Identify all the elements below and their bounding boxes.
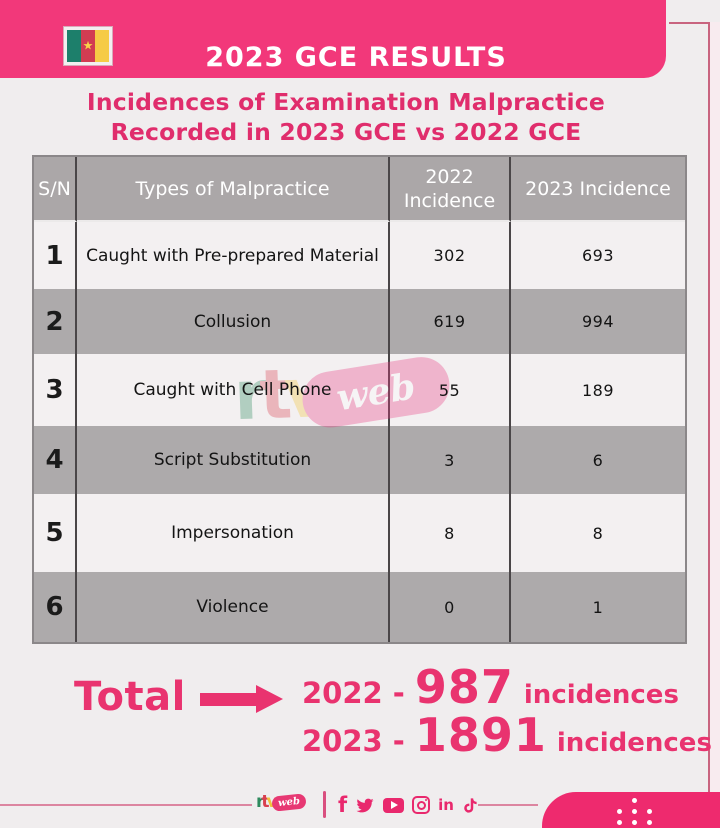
- flag-red-stripe: ★: [81, 30, 95, 62]
- youtube-icon[interactable]: [383, 797, 405, 813]
- total-2023-unit: incidences: [556, 728, 712, 758]
- row6-2023-value: 1: [511, 572, 685, 642]
- row5-sn: 5: [34, 494, 77, 572]
- row4-type: Script Substitution: [77, 426, 390, 494]
- row1-2023-value: 693: [511, 222, 685, 289]
- row3-type: Caught with Cell Phone: [77, 354, 390, 426]
- linkedin-icon[interactable]: in: [438, 795, 454, 814]
- footer-right-line: [478, 804, 538, 806]
- total-2023-line: 2023 - 1891 incidences: [302, 708, 712, 762]
- row6-sn: 6: [34, 572, 77, 642]
- star-icon: ★: [82, 38, 94, 53]
- instagram-icon[interactable]: [412, 796, 431, 814]
- logo-web-badge: web: [270, 793, 307, 812]
- total-2023-value: 1891: [414, 708, 547, 762]
- row3-2023-value: 189: [511, 354, 685, 426]
- social-icons: f in: [338, 792, 479, 818]
- accent-border-line: [669, 22, 710, 828]
- subtitle-line-1: Incidences of Examination Malpractice: [86, 88, 606, 116]
- cameroon-flag-icon: ★: [64, 27, 112, 65]
- row5-2023-value: 8: [511, 494, 685, 572]
- arrow-right-icon: [200, 684, 284, 714]
- total-2023-year: 2023 -: [302, 724, 405, 758]
- footer-left-line: [0, 804, 252, 806]
- tiktok-icon[interactable]: [462, 796, 479, 815]
- total-label: Total: [74, 674, 186, 720]
- footer-divider: [323, 791, 326, 818]
- flag-yellow-stripe: [95, 30, 109, 62]
- subtitle-line-2: Recorded in 2023 GCE vs 2022 GCE: [110, 118, 582, 146]
- row6-2022-value: 0: [390, 572, 511, 642]
- row2-type: Collusion: [77, 289, 390, 354]
- page-title: 2023 GCE RESULTS: [205, 41, 507, 73]
- row4-2022-value: 3: [390, 426, 511, 494]
- row3-sn: 3: [34, 354, 77, 426]
- row2-2023-value: 994: [511, 289, 685, 354]
- malpractice-table: S/N Types of Malpractice 2022 Incidence …: [32, 155, 687, 644]
- row1-sn: 1: [34, 222, 77, 289]
- row3-2022-value: 55: [390, 354, 511, 426]
- dot-grid-icon: [612, 795, 657, 828]
- corner-accent-shape: [542, 792, 720, 828]
- table-header-2023: 2023 Incidence: [511, 157, 685, 222]
- total-2022-unit: incidences: [523, 680, 679, 710]
- header-banner: ★ 2023 GCE RESULTS: [0, 0, 666, 78]
- table-header-2022: 2022 Incidence: [390, 157, 511, 222]
- row2-sn: 2: [34, 289, 77, 354]
- total-2022-value: 987: [414, 660, 514, 714]
- row4-2023-value: 6: [511, 426, 685, 494]
- footer-logo: r t v web: [256, 792, 307, 812]
- total-2022-year: 2022 -: [302, 676, 405, 710]
- logo-web-text: web: [277, 795, 301, 809]
- logo-letter-t: t: [261, 792, 270, 812]
- facebook-icon[interactable]: f: [338, 792, 348, 817]
- subtitle: Incidences of Examination Malpractice Re…: [0, 87, 692, 147]
- row5-type: Impersonation: [77, 494, 390, 572]
- right-edge-strip: [710, 22, 720, 828]
- logo-letter-r: r: [256, 792, 265, 812]
- table-header-type: Types of Malpractice: [77, 157, 390, 222]
- total-2022-line: 2022 - 987 incidences: [302, 660, 679, 714]
- row5-2022-value: 8: [390, 494, 511, 572]
- table-header-sn: S/N: [34, 157, 77, 222]
- flag-green-stripe: [67, 30, 81, 62]
- row6-type: Violence: [77, 572, 390, 642]
- row2-2022-value: 619: [390, 289, 511, 354]
- row1-type: Caught with Pre-prepared Material: [77, 222, 390, 289]
- twitter-icon[interactable]: [355, 797, 375, 814]
- row4-sn: 4: [34, 426, 77, 494]
- row1-2022-value: 302: [390, 222, 511, 289]
